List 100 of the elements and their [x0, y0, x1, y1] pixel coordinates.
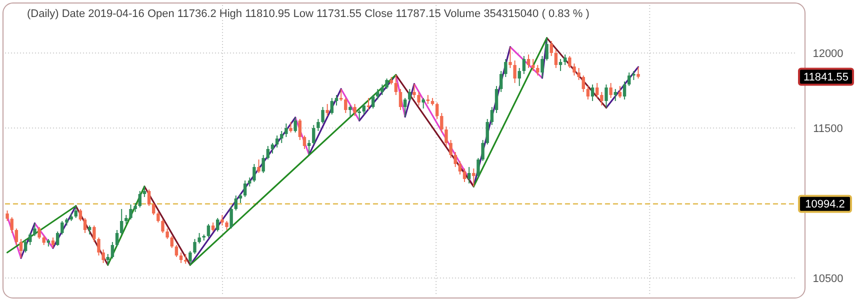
candlestick	[326, 104, 329, 116]
candlestick	[161, 219, 164, 234]
candlestick	[193, 238, 196, 254]
candlestick	[622, 81, 626, 100]
candlestick	[366, 98, 370, 110]
candlestick	[316, 118, 320, 132]
candlestick	[536, 64, 540, 76]
candlestick	[398, 88, 402, 110]
candlestick	[38, 226, 41, 240]
y-tick-label: 12000	[812, 48, 844, 60]
candlestick	[92, 225, 96, 242]
candlestick	[270, 142, 274, 154]
candlestick	[170, 236, 174, 248]
candlestick	[78, 208, 82, 222]
candlestick	[481, 140, 484, 162]
candlestick	[147, 189, 151, 206]
candlestick	[257, 159, 260, 174]
candlestick	[19, 238, 23, 259]
candlestick	[454, 152, 457, 168]
candlestick	[494, 86, 498, 114]
candlestick	[106, 254, 110, 266]
candlestick	[476, 158, 480, 178]
candlestick	[462, 168, 466, 182]
candlestick	[152, 202, 156, 216]
candlestick	[614, 88, 617, 102]
candlestick	[531, 58, 535, 72]
candlestick	[184, 254, 188, 264]
candlestick	[60, 220, 64, 235]
candlestick	[280, 130, 284, 144]
candlestick	[604, 84, 608, 108]
candlestick	[298, 118, 302, 140]
candlestick	[97, 237, 100, 256]
candlestick	[344, 98, 348, 114]
y-tick-label: 10500	[812, 272, 844, 285]
candlestick	[586, 86, 590, 100]
candlestick	[120, 208, 124, 235]
candlestick	[499, 70, 503, 92]
candlestick	[24, 238, 28, 253]
candlestick	[129, 204, 132, 220]
candlestick	[577, 68, 580, 80]
candlestick	[334, 94, 338, 106]
candlestick	[467, 166, 471, 184]
candlestick	[408, 88, 412, 102]
candlestick	[142, 186, 146, 198]
candlestick	[74, 206, 78, 218]
candlestick	[262, 154, 265, 174]
candlestick	[33, 222, 36, 236]
chart-title: (Daily) Date 2019-04-16 Open 11736.2 High 11810.95 Low 11731.55 Close 11787.15 Volume 354315040 ( 0.83 % )	[27, 8, 590, 20]
candlestick	[518, 68, 521, 86]
candlestick	[321, 106, 324, 124]
candlestick	[550, 40, 553, 56]
candlestick	[362, 104, 366, 115]
candlestick	[596, 82, 599, 98]
candlestick	[10, 216, 14, 234]
candlestick	[522, 56, 526, 74]
candlestick	[220, 214, 224, 226]
candlestick	[110, 242, 114, 259]
candlestick	[56, 231, 60, 246]
candlestick	[385, 78, 388, 90]
candlestick	[508, 46, 512, 68]
candlestick	[83, 218, 87, 234]
candlestick	[628, 72, 631, 86]
candlestick	[294, 117, 297, 133]
candlestick	[636, 66, 640, 79]
candlestick	[14, 228, 18, 246]
candlestick	[307, 140, 311, 156]
candlestick	[289, 122, 292, 133]
candlestick	[358, 110, 361, 122]
text: 11841.55	[803, 72, 849, 84]
candlestick	[412, 83, 416, 98]
candlestick	[422, 98, 425, 109]
candlestick	[609, 82, 612, 98]
candlestick	[339, 88, 343, 102]
y-tick-label: 11500	[813, 122, 843, 135]
candlestick	[275, 135, 279, 148]
candlestick	[330, 98, 334, 115]
candlestick	[188, 250, 192, 266]
candlestick	[417, 92, 420, 106]
candlestick	[486, 118, 489, 145]
candlestick	[51, 237, 55, 248]
candlestick	[526, 54, 530, 68]
candlestick	[564, 54, 567, 66]
candlestick	[230, 206, 233, 229]
candlestick	[179, 252, 183, 264]
candlestick	[440, 112, 444, 133]
candlestick	[582, 75, 585, 92]
candlestick	[572, 63, 576, 76]
candlestick	[371, 94, 375, 109]
candlestick	[6, 210, 9, 222]
candlestick	[513, 60, 516, 84]
candlestick	[102, 249, 105, 264]
candlestick	[348, 105, 352, 118]
candlestick	[115, 230, 119, 247]
candlestick	[540, 56, 544, 78]
candlestick	[545, 38, 548, 61]
candlestick	[458, 160, 462, 175]
candlestick	[394, 74, 398, 96]
ref-line-label: 10994.2	[805, 198, 845, 211]
candlestick	[252, 164, 256, 182]
candlestick	[449, 140, 452, 158]
